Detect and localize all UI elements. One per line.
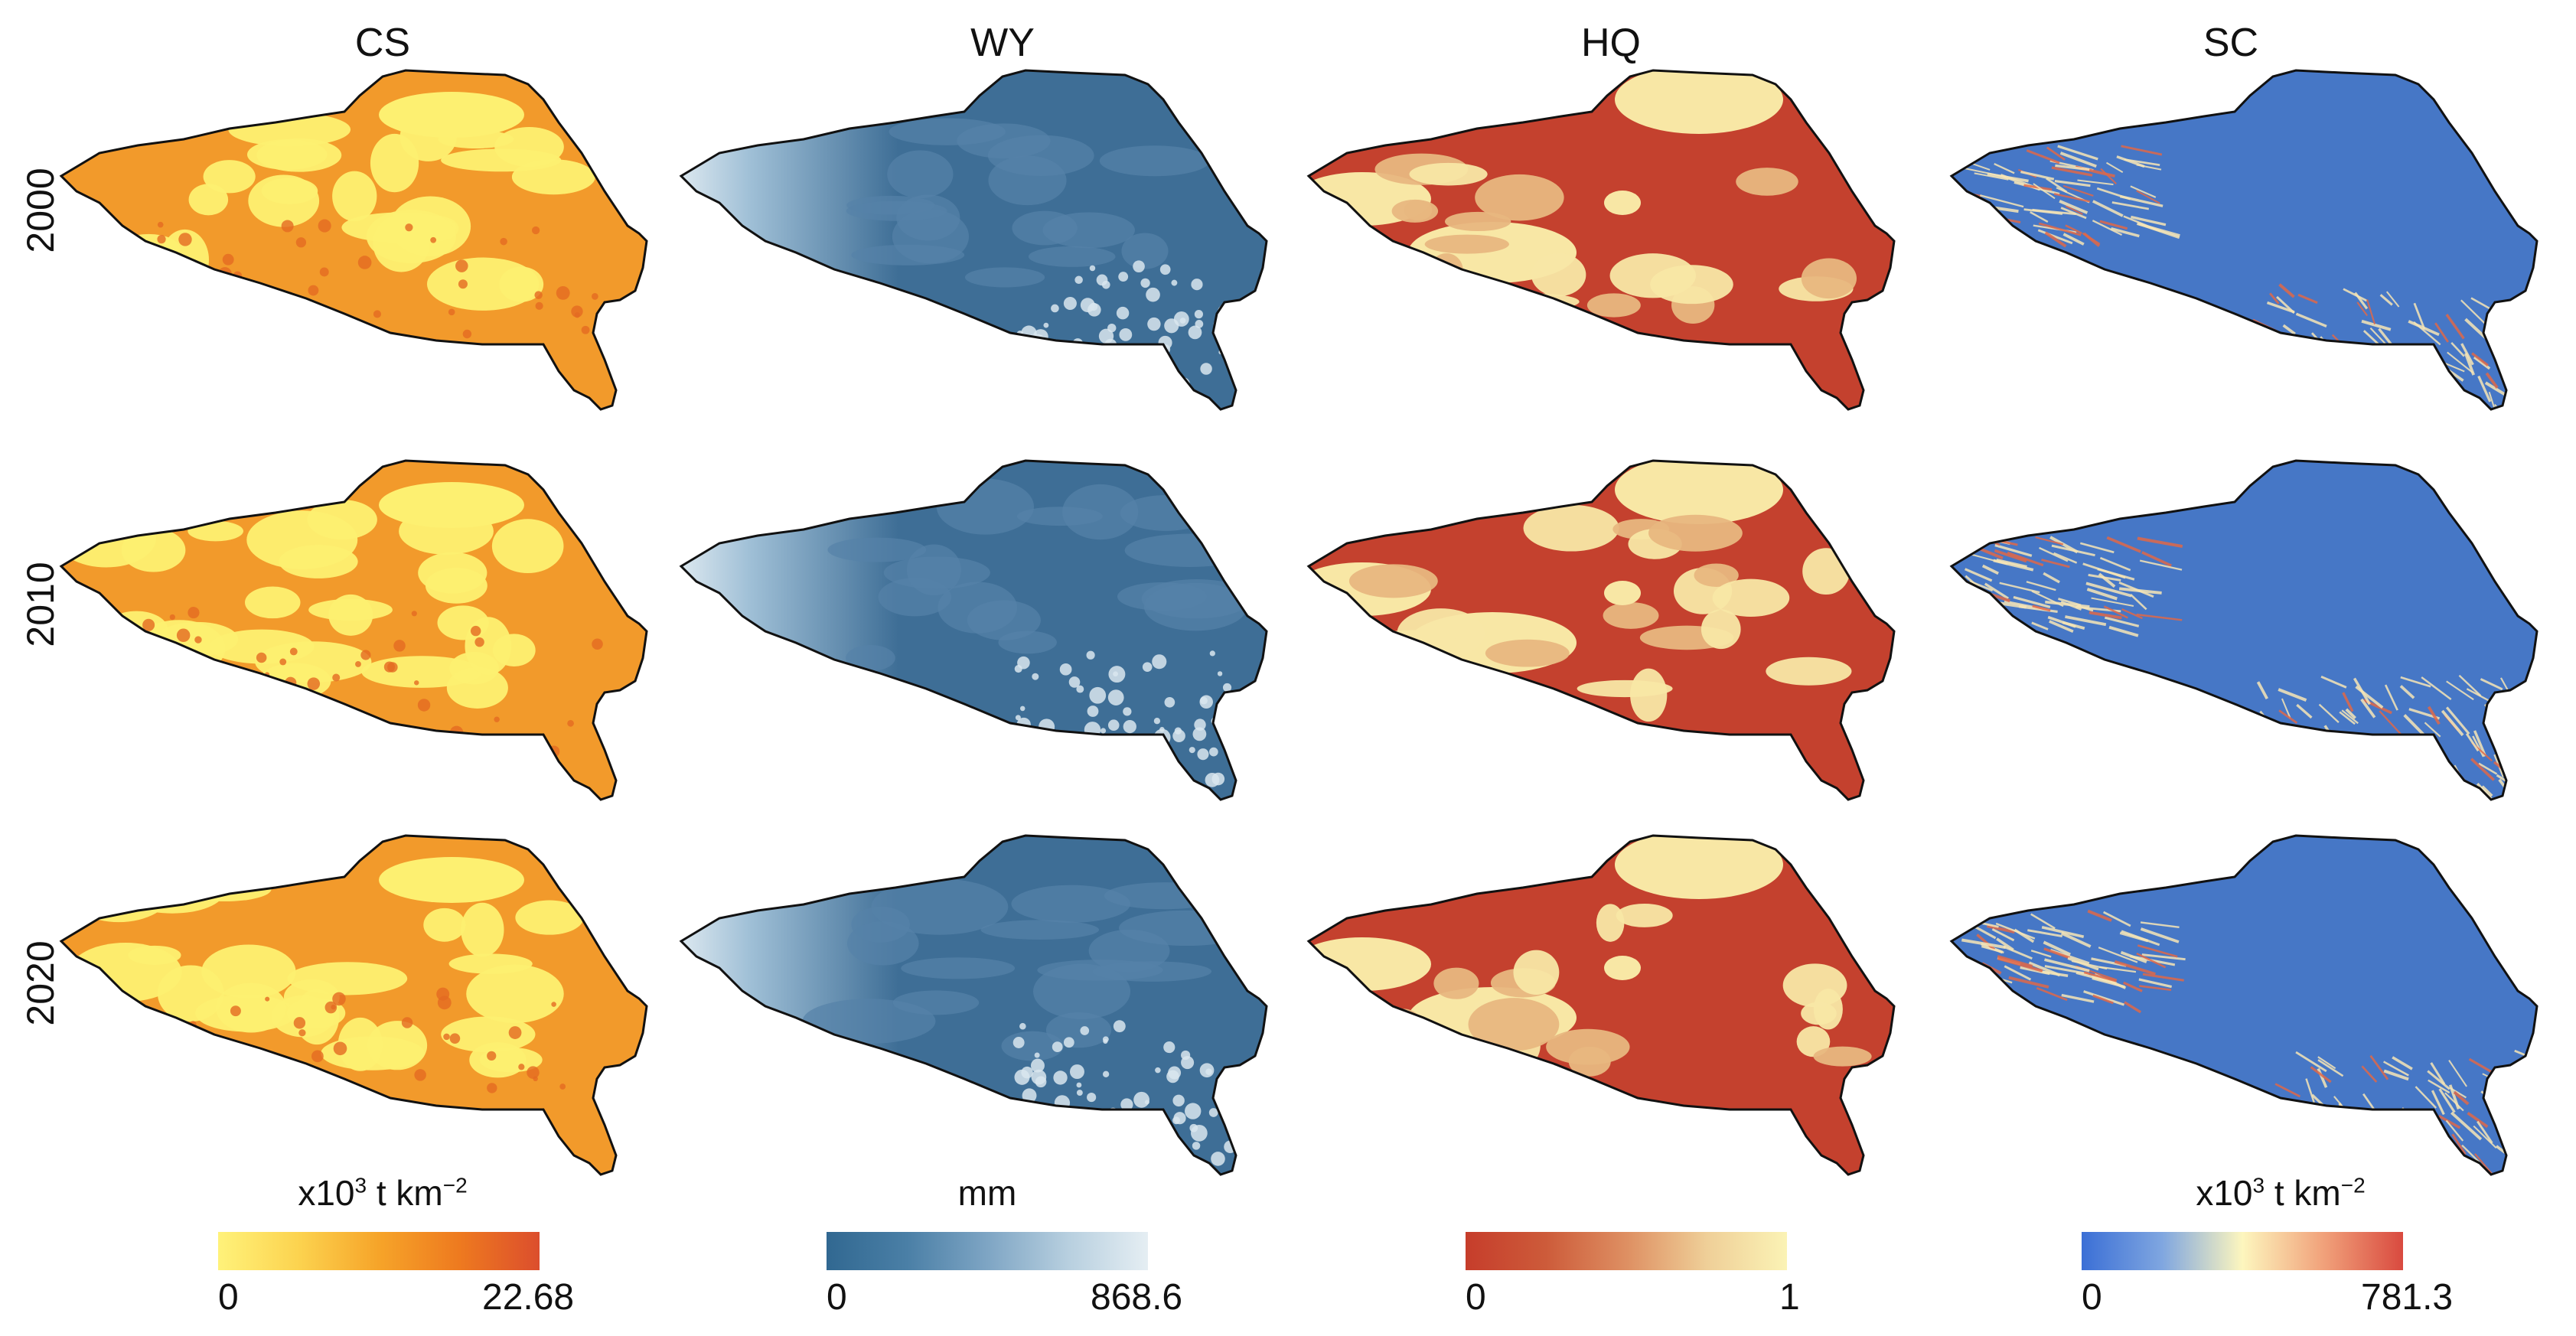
map-cs-2020 xyxy=(54,834,696,1201)
colorbar-hq xyxy=(1466,1232,1787,1270)
unit-label-sc: x103 t km−2 xyxy=(2089,1172,2472,1214)
colorbar-wy xyxy=(827,1232,1148,1270)
map-svg xyxy=(679,459,1268,801)
unit-exponent-2: −2 xyxy=(2340,1173,2366,1198)
map-svg xyxy=(1306,459,1896,801)
colorbar-min-sc: 0 xyxy=(2082,1277,2102,1318)
map-sc-2000 xyxy=(1944,69,2576,436)
unit-prefix: x10 xyxy=(298,1173,355,1213)
unit-exponent-2: −2 xyxy=(442,1173,468,1198)
unit-exponent: 3 xyxy=(2252,1173,2265,1198)
colorbar-max-cs: 22.68 xyxy=(482,1277,575,1318)
unit-label-cs: x103 t km−2 xyxy=(191,1172,574,1214)
unit-label-wy: mm xyxy=(957,1173,1017,1213)
column-title-hq: HQ xyxy=(1581,21,1641,65)
colorbar-max-hq: 1 xyxy=(1779,1277,1800,1318)
map-wy-2010 xyxy=(673,459,1316,826)
colorbar-min-hq: 0 xyxy=(1466,1277,1486,1318)
map-wy-2000 xyxy=(673,69,1316,436)
unit-exponent: 3 xyxy=(354,1173,367,1198)
map-hq-2000 xyxy=(1301,69,1944,436)
column-title-cs: CS xyxy=(354,21,411,65)
colorbar-max-sc: 781.3 xyxy=(2361,1277,2454,1318)
map-svg xyxy=(1306,834,1896,1176)
unit-suffix: t km xyxy=(2265,1173,2341,1213)
unit-prefix: x10 xyxy=(2196,1173,2253,1213)
map-cs-2010 xyxy=(54,459,696,826)
map-svg xyxy=(59,69,648,411)
colorbar-max-wy: 868.6 xyxy=(1091,1277,1183,1318)
map-svg xyxy=(679,834,1268,1176)
map-svg xyxy=(1949,69,2539,411)
map-cs-2000 xyxy=(54,69,696,436)
unit-suffix: t km xyxy=(367,1173,443,1213)
column-title-wy: WY xyxy=(970,21,1035,65)
colorbar-sc xyxy=(2082,1232,2403,1270)
map-svg xyxy=(1949,459,2539,801)
colorbar-min-cs: 0 xyxy=(218,1277,239,1318)
map-hq-2020 xyxy=(1301,834,1944,1201)
map-hq-2010 xyxy=(1301,459,1944,826)
map-svg xyxy=(1949,834,2539,1176)
map-wy-2020 xyxy=(673,834,1316,1201)
map-sc-2010 xyxy=(1944,459,2576,826)
map-svg xyxy=(59,834,648,1176)
map-sc-2020 xyxy=(1944,834,2576,1201)
colorbar-cs xyxy=(218,1232,540,1270)
colorbar-min-wy: 0 xyxy=(827,1277,847,1318)
map-svg xyxy=(679,69,1268,411)
map-svg xyxy=(1306,69,1896,411)
map-svg xyxy=(59,459,648,801)
column-title-sc: SC xyxy=(2203,21,2259,65)
